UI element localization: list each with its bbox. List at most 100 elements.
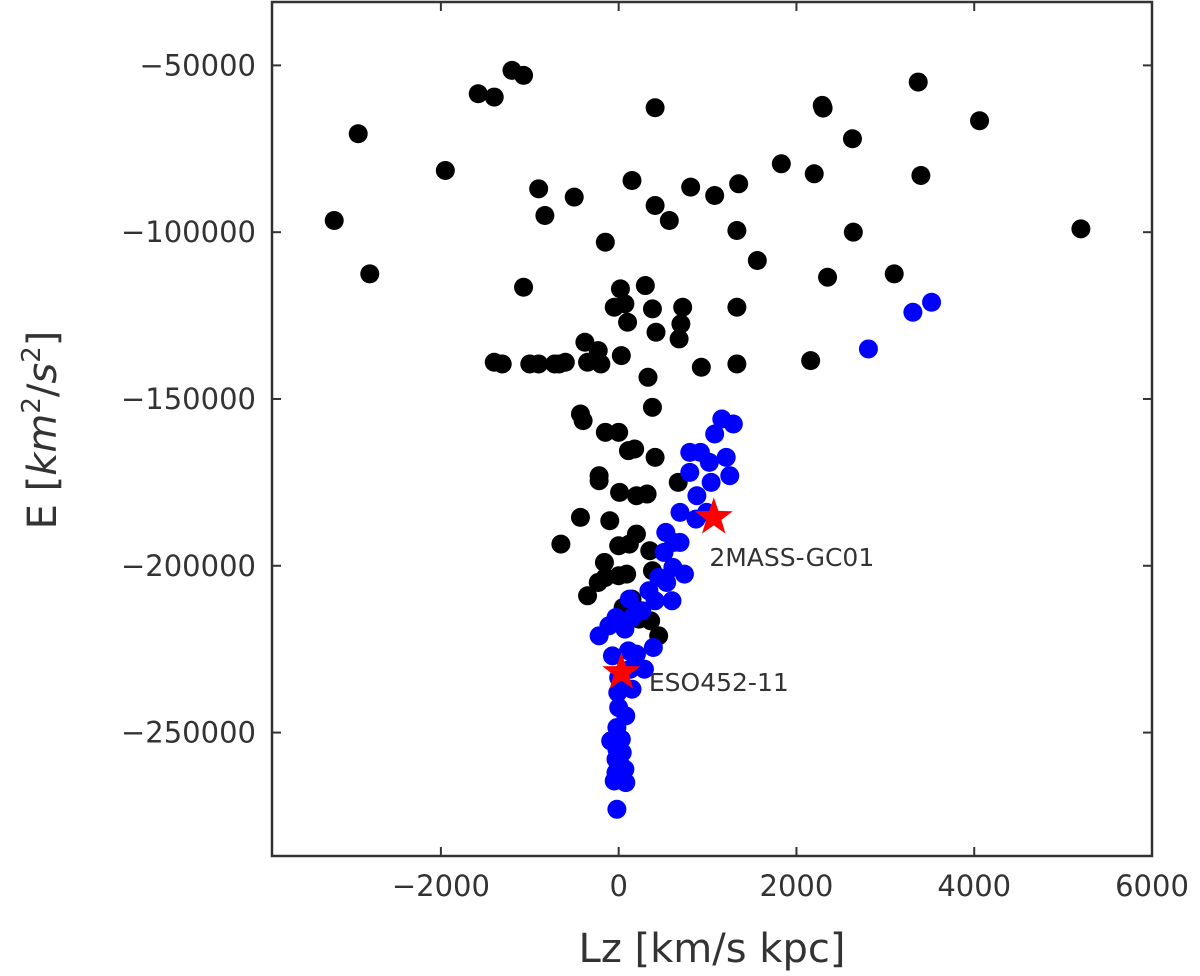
data-point xyxy=(727,297,747,317)
data-point xyxy=(903,302,923,322)
data-point xyxy=(922,292,942,312)
data-point xyxy=(520,354,540,374)
data-point xyxy=(645,195,665,215)
data-point xyxy=(609,422,629,442)
y-axis-label: E [km2/s2] xyxy=(17,331,66,530)
x-tick-label: 6000 xyxy=(1115,869,1189,903)
data-point xyxy=(818,267,838,287)
data-point xyxy=(604,771,624,791)
data-point xyxy=(654,542,674,562)
y-tick-label: −150000 xyxy=(121,382,256,416)
data-point xyxy=(671,314,691,334)
data-point xyxy=(640,541,660,561)
data-point xyxy=(564,187,584,207)
data-point xyxy=(911,165,931,185)
data-point xyxy=(622,170,642,190)
data-point xyxy=(669,329,689,349)
data-point xyxy=(727,354,747,374)
data-point xyxy=(514,65,534,85)
data-point xyxy=(970,111,990,131)
data-point xyxy=(595,422,615,442)
data-point xyxy=(324,211,344,231)
data-point xyxy=(604,297,624,317)
data-point xyxy=(602,646,622,666)
highlight-stars xyxy=(602,497,733,689)
plot-frame xyxy=(270,0,1154,858)
data-point xyxy=(551,534,571,554)
data-point xyxy=(691,357,711,377)
data-point xyxy=(645,447,665,467)
star-marker xyxy=(694,497,733,534)
y-label-sup2: 2 xyxy=(17,346,47,363)
data-point xyxy=(645,98,665,118)
data-point xyxy=(646,322,666,342)
x-tick-label: 2000 xyxy=(760,869,834,903)
data-point xyxy=(514,277,534,297)
data-point xyxy=(642,397,662,417)
data-point xyxy=(1071,219,1091,239)
data-point xyxy=(435,160,455,180)
data-point xyxy=(599,616,619,636)
data-point xyxy=(801,351,821,371)
y-tick-label: −200000 xyxy=(121,549,256,583)
data-point xyxy=(595,232,615,252)
x-tick-label: −2000 xyxy=(392,869,490,903)
data-point xyxy=(643,638,663,658)
data-point xyxy=(618,312,638,332)
data-point xyxy=(687,486,707,506)
data-point xyxy=(674,564,694,584)
data-point xyxy=(705,424,725,444)
annotations: 2MASS-GC01 ESO452-11 xyxy=(649,543,874,697)
data-point xyxy=(908,72,928,92)
data-point xyxy=(600,511,620,531)
data-point xyxy=(705,185,725,205)
data-point xyxy=(360,264,380,284)
x-axis-label: Lz [km/s kpc] xyxy=(579,926,846,972)
y-label-s: s xyxy=(20,363,66,384)
data-point xyxy=(681,177,701,197)
data-points xyxy=(324,60,1091,819)
data-point xyxy=(642,299,662,319)
x-tick-label: 4000 xyxy=(937,869,1011,903)
y-label-sup1: 2 xyxy=(17,397,47,414)
data-point xyxy=(348,124,368,144)
data-point xyxy=(634,659,654,679)
data-point xyxy=(615,619,635,639)
data-point xyxy=(884,264,904,284)
y-label-slash: / xyxy=(20,383,66,397)
data-point xyxy=(680,462,700,482)
data-point xyxy=(635,276,655,296)
data-point xyxy=(484,87,504,107)
data-point xyxy=(771,154,791,174)
data-point xyxy=(662,591,682,611)
data-point xyxy=(699,452,719,472)
y-tick-label: −100000 xyxy=(121,215,256,249)
data-point xyxy=(484,352,504,372)
data-point xyxy=(588,572,608,592)
data-point xyxy=(611,756,631,776)
data-point xyxy=(659,211,679,231)
data-point xyxy=(611,346,631,366)
data-point xyxy=(673,297,693,317)
data-point xyxy=(591,354,611,374)
annotation-label: 2MASS-GC01 xyxy=(709,543,874,572)
data-point xyxy=(617,564,637,584)
annotation-label: ESO452-11 xyxy=(649,668,789,697)
data-point xyxy=(723,414,743,434)
data-point xyxy=(610,279,630,299)
data-point xyxy=(607,739,627,759)
data-point xyxy=(468,84,488,104)
data-point xyxy=(701,472,721,492)
data-point xyxy=(589,466,609,486)
data-point xyxy=(729,174,749,194)
data-point xyxy=(535,206,555,225)
data-point xyxy=(625,439,645,459)
data-point xyxy=(747,251,767,271)
data-point xyxy=(637,484,657,504)
data-point xyxy=(804,164,824,184)
data-point xyxy=(727,221,747,241)
data-point xyxy=(594,552,614,572)
data-point xyxy=(578,586,598,606)
y-label-km: km xyxy=(20,414,66,476)
